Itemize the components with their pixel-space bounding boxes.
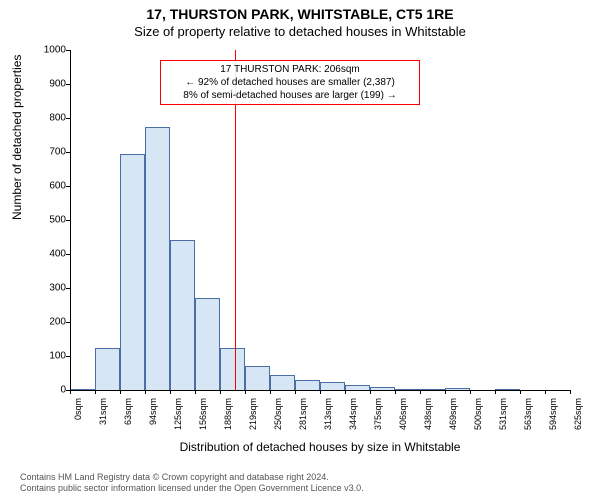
page-subtitle: Size of property relative to detached ho…	[0, 24, 600, 39]
histogram-bar	[220, 348, 245, 391]
annotation-line-2: ← 92% of detached houses are smaller (2,…	[165, 76, 415, 89]
chart-container: 17, THURSTON PARK, WHITSTABLE, CT5 1RE S…	[0, 0, 600, 500]
x-tick-label: 344sqm	[348, 398, 358, 438]
y-axis-line	[70, 50, 71, 390]
y-tick-label: 700	[26, 147, 66, 158]
annotation-line-1: 17 THURSTON PARK: 206sqm	[165, 63, 415, 76]
y-tick-label: 500	[26, 215, 66, 226]
histogram-bar	[320, 382, 345, 391]
footer-line-1: Contains HM Land Registry data © Crown c…	[20, 472, 364, 483]
y-tick-label: 300	[26, 283, 66, 294]
x-tick-label: 375sqm	[373, 398, 383, 438]
annotation-box: 17 THURSTON PARK: 206sqm← 92% of detache…	[160, 60, 420, 105]
x-tick-label: 125sqm	[173, 398, 183, 438]
histogram-bar	[195, 298, 221, 390]
y-axis-label: Number of detached properties	[10, 55, 24, 220]
x-tick-label: 63sqm	[123, 398, 133, 438]
x-tick-label: 563sqm	[523, 398, 533, 438]
histogram-bar	[270, 375, 295, 390]
x-tick-label: 406sqm	[398, 398, 408, 438]
y-tick-label: 900	[26, 79, 66, 90]
histogram-bar	[95, 348, 121, 391]
x-tick-label: 31sqm	[98, 398, 108, 438]
plot-region: 010020030040050060070080090010000sqm31sq…	[70, 50, 570, 390]
x-tick-label: 625sqm	[573, 398, 583, 438]
histogram-bar	[295, 380, 321, 390]
x-axis-line	[70, 390, 570, 391]
x-tick-label: 0sqm	[73, 398, 83, 438]
x-tick-label: 438sqm	[423, 398, 433, 438]
x-tick-label: 188sqm	[223, 398, 233, 438]
y-tick-label: 200	[26, 317, 66, 328]
histogram-bar	[170, 240, 195, 390]
histogram-bar	[145, 127, 170, 391]
x-tick-label: 94sqm	[148, 398, 158, 438]
x-tick-label: 219sqm	[248, 398, 258, 438]
x-tick-label: 281sqm	[298, 398, 308, 438]
x-tick-label: 531sqm	[498, 398, 508, 438]
x-tick-mark	[570, 390, 571, 394]
y-tick-label: 800	[26, 113, 66, 124]
x-tick-label: 469sqm	[448, 398, 458, 438]
x-tick-label: 500sqm	[473, 398, 483, 438]
y-tick-label: 400	[26, 249, 66, 260]
y-tick-label: 1000	[26, 45, 66, 56]
chart-area: 010020030040050060070080090010000sqm31sq…	[70, 50, 570, 390]
y-tick-label: 100	[26, 351, 66, 362]
x-axis-label: Distribution of detached houses by size …	[70, 440, 570, 454]
y-tick-label: 0	[26, 385, 66, 396]
x-tick-label: 250sqm	[273, 398, 283, 438]
histogram-bar	[245, 366, 270, 390]
x-tick-label: 594sqm	[548, 398, 558, 438]
histogram-bar	[120, 154, 145, 390]
footer-attribution: Contains HM Land Registry data © Crown c…	[20, 472, 364, 494]
x-tick-label: 156sqm	[198, 398, 208, 438]
page-title: 17, THURSTON PARK, WHITSTABLE, CT5 1RE	[0, 0, 600, 22]
x-tick-label: 313sqm	[323, 398, 333, 438]
y-tick-label: 600	[26, 181, 66, 192]
annotation-line-3: 8% of semi-detached houses are larger (1…	[165, 89, 415, 102]
footer-line-2: Contains public sector information licen…	[20, 483, 364, 494]
